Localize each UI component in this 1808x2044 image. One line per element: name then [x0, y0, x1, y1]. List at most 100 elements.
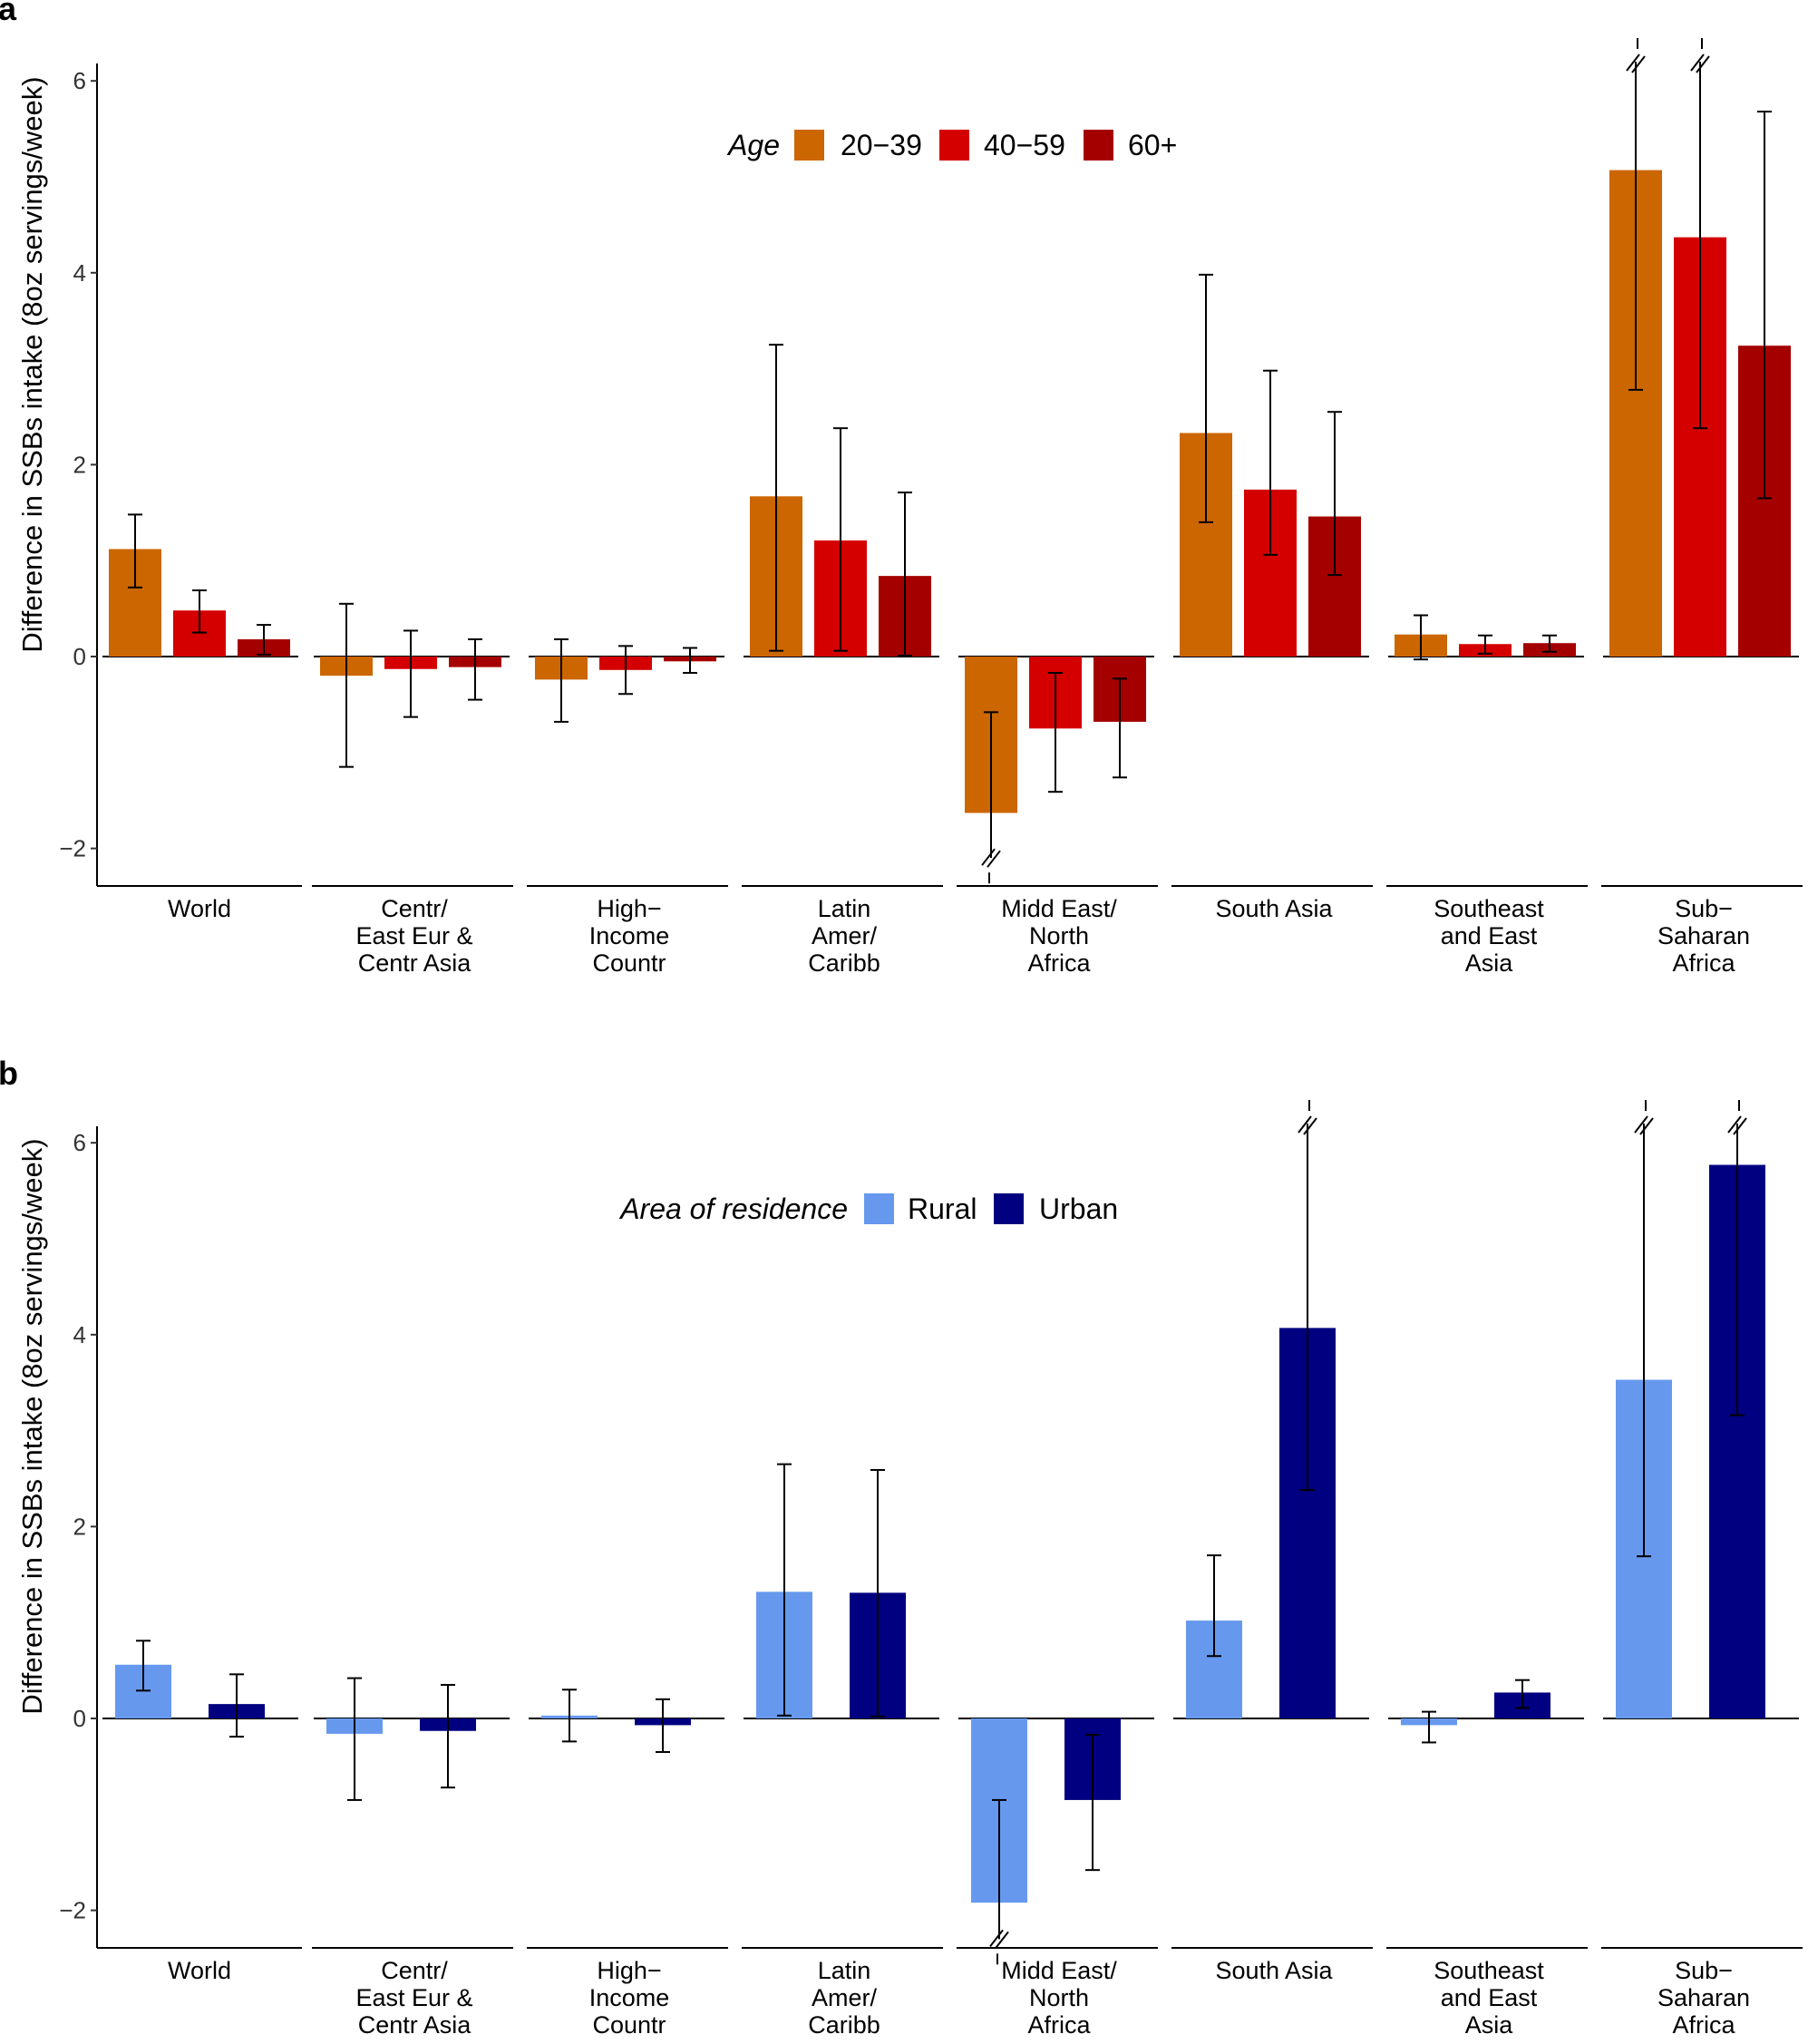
category-label-line: Africa [1672, 2011, 1735, 2039]
category-label-line: Income [589, 1984, 670, 2011]
category-label: Southeast and East Asia [1434, 895, 1544, 977]
axis-break-mark [1727, 1115, 1742, 1134]
legend-label: 40−59 [984, 129, 1065, 161]
y-tick-label: −2 [59, 1897, 86, 1924]
y-tick-label: 2 [73, 1513, 86, 1540]
category-label: Centr/East Eur & Centr Asia [355, 895, 472, 977]
category-label-line: East Eur & [355, 1984, 472, 2011]
panel-b: b −2 0 2 4 6 Difference in SSBs intake (8oz s… [0, 1055, 1803, 2039]
category-label-line: North [1029, 1984, 1089, 2011]
category-label-line: North [1029, 922, 1089, 949]
category-label-line: Countr [592, 949, 666, 977]
panel-a: a −2 0 2 4 6 Difference in SSBs intake (8oz s… [0, 0, 1803, 977]
y-tick-label: 0 [73, 1705, 86, 1732]
axis-break-mark [1733, 1117, 1747, 1135]
legend: Area of residence Rural Urban [618, 1192, 1118, 1225]
axis-break-mark [995, 1931, 1009, 1949]
category-label-line: Centr Asia [358, 949, 472, 977]
axis-break-mark [1690, 54, 1705, 72]
category-label: Centr/East Eur & Centr Asia [355, 1957, 472, 2039]
axis-break-mark [1634, 1115, 1648, 1134]
panel-label-a: a [0, 0, 17, 27]
category-label: South Asia [1215, 895, 1333, 922]
category-label-line: Asia [1465, 949, 1514, 977]
y-tick-label: 0 [73, 643, 86, 670]
category-label-line: and East [1441, 1984, 1538, 2011]
legend: Age 20−39 40−59 60+ [726, 129, 1177, 161]
y-tick-label: 6 [73, 1129, 86, 1156]
category-label-line: Centr Asia [358, 2011, 472, 2039]
legend-label: 20−39 [841, 129, 922, 161]
category-label: High− Income Countr [589, 1957, 670, 2039]
category-label-line: Latin [818, 1957, 871, 1984]
category-label: Sub− Saharan Africa [1657, 895, 1750, 977]
axis-break-mark [987, 850, 1001, 868]
category-label-line: Asia [1465, 2011, 1514, 2039]
axis-break-mark [1298, 1115, 1312, 1134]
category-label-line: South Asia [1215, 1957, 1333, 1984]
category-label-line: Southeast [1434, 895, 1544, 922]
category-label-line: Centr/ [381, 1957, 448, 1984]
category-label-line: Centr/ [381, 895, 448, 922]
axis-break-mark [1631, 55, 1646, 73]
category-label-line: High− [597, 895, 661, 922]
category-label-line: Africa [1672, 949, 1735, 977]
axis-break-mark [1639, 1117, 1654, 1135]
category-label: Latin Amer/Caribb [808, 1957, 880, 2039]
category-label-line: Income [589, 922, 670, 949]
axis-break-mark [1303, 1117, 1317, 1135]
legend-swatch [1084, 130, 1113, 161]
axis-break-mark [981, 848, 996, 866]
legend-swatch [994, 1193, 1024, 1224]
legend-label: Urban [1039, 1192, 1118, 1225]
category-label-line: Amer/ [812, 1984, 878, 2011]
category-label-line: Africa [1027, 949, 1091, 977]
category-label: Southeast and East Asia [1434, 1957, 1544, 2039]
category-label-line: Caribb [808, 949, 880, 977]
y-tick-label: 6 [73, 67, 86, 94]
category-label-line: Saharan [1657, 922, 1750, 949]
legend-title: Age [726, 129, 780, 161]
category-label-line: East Eur & [355, 922, 472, 949]
category-label-line: Midd East/ [1001, 1957, 1117, 1984]
y-tick-label: −2 [59, 835, 86, 862]
category-label: Latin Amer/Caribb [808, 895, 880, 977]
category-label-line: Amer/ [812, 922, 878, 949]
category-label-line: Sub− [1675, 895, 1733, 922]
category-label-line: Sub− [1675, 1957, 1733, 1984]
legend-swatch [939, 130, 969, 161]
category-label: Midd East/North Africa [1001, 1957, 1117, 2039]
category-label-line: World [168, 1957, 231, 1984]
legend-label: 60+ [1128, 129, 1177, 161]
category-label-line: Latin [818, 895, 871, 922]
category-label: World [168, 1957, 231, 1984]
category-label-line: and East [1441, 922, 1538, 949]
axis-break-mark [1626, 54, 1640, 72]
y-tick-label: 4 [73, 259, 86, 287]
legend-swatch [864, 1193, 894, 1224]
category-label-line: South Asia [1215, 895, 1333, 922]
y-tick-label: 2 [73, 451, 86, 478]
category-label-line: Saharan [1657, 1984, 1750, 2011]
category-label: Sub− Saharan Africa [1657, 1957, 1750, 2039]
axis-break-mark [989, 1929, 1004, 1947]
category-label-line: High− [597, 1957, 661, 1984]
category-label: High− Income Countr [589, 895, 670, 977]
axis-break-mark [1696, 55, 1710, 73]
legend-swatch [794, 130, 824, 161]
category-label-line: Southeast [1434, 1957, 1544, 1984]
panel-label-b: b [0, 1055, 18, 1092]
category-label-line: Caribb [808, 2011, 880, 2039]
y-axis-label: Difference in SSBs intake (8oz servings/… [16, 1138, 48, 1714]
category-label: Midd East/North Africa [1001, 895, 1117, 977]
category-label: South Asia [1215, 1957, 1333, 1984]
legend-title: Area of residence [618, 1192, 848, 1225]
y-tick-label: 4 [73, 1321, 86, 1348]
category-label-line: Africa [1027, 2011, 1091, 2039]
legend-label: Rural [908, 1192, 977, 1225]
category-label-line: World [168, 895, 231, 922]
y-axis-label: Difference in SSBs intake (8oz servings/… [16, 76, 48, 652]
category-label-line: Countr [592, 2011, 666, 2039]
category-label: World [168, 895, 231, 922]
